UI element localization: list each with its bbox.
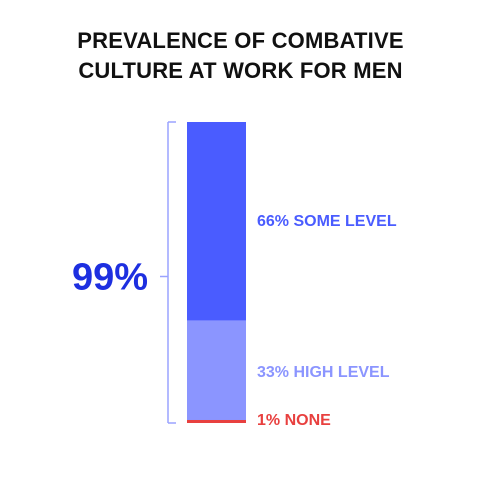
total-bracket [160, 121, 176, 424]
total-percentage-label: 99% [72, 257, 148, 299]
bar-segment-some-level [187, 122, 246, 321]
label-segment-high-level: 33% HIGH LEVEL [257, 364, 390, 381]
chart-title: PREVALENCE OF COMBATIVE CULTURE AT WORK … [0, 26, 481, 86]
label-segment-none: 1% NONE [257, 412, 331, 429]
segment-labels: 66% SOME LEVEL 33% HIGH LEVEL 1% NONE [257, 213, 397, 429]
chart-title-line-1: PREVALENCE OF COMBATIVE [77, 28, 404, 53]
bar-segment-high-level [187, 320, 246, 420]
chart-title-line-2: CULTURE AT WORK FOR MEN [78, 58, 403, 83]
bar-segment-none [187, 419, 246, 423]
label-segment-some-level: 66% SOME LEVEL [257, 213, 397, 230]
bar-segments [187, 122, 246, 423]
